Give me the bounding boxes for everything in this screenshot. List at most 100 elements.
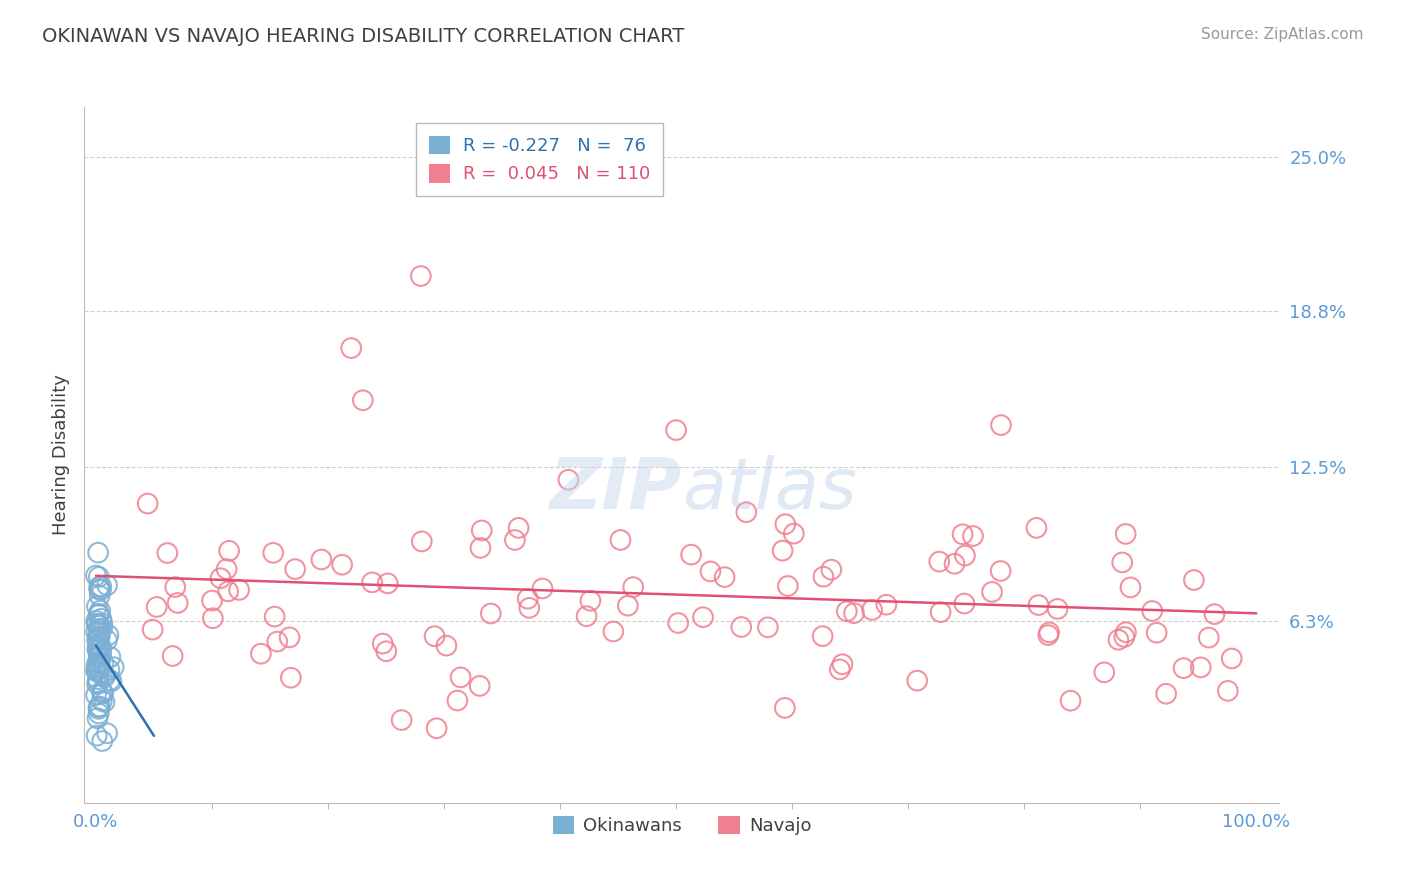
- Point: [579, 593, 602, 607]
- Point: [96, 633, 118, 648]
- Point: [87, 662, 110, 676]
- Point: [860, 603, 883, 617]
- Point: [86, 664, 108, 678]
- Point: [86, 660, 108, 674]
- Point: [84, 688, 107, 702]
- Point: [699, 565, 721, 579]
- Point: [165, 580, 187, 594]
- Point: [962, 529, 984, 543]
- Point: [330, 558, 353, 572]
- Point: [340, 341, 363, 355]
- Point: [86, 729, 108, 743]
- Point: [1220, 651, 1243, 665]
- Point: [981, 585, 1004, 599]
- Point: [617, 599, 640, 613]
- Point: [90, 582, 112, 597]
- Point: [1025, 521, 1047, 535]
- Point: [97, 628, 120, 642]
- Point: [98, 663, 121, 677]
- Point: [772, 543, 794, 558]
- Point: [516, 591, 538, 606]
- Point: [90, 612, 112, 626]
- Point: [471, 524, 494, 538]
- Point: [517, 600, 540, 615]
- Point: [89, 656, 111, 670]
- Point: [831, 657, 853, 672]
- Point: [201, 611, 224, 625]
- Point: [409, 268, 432, 283]
- Point: [87, 702, 110, 716]
- Point: [875, 598, 897, 612]
- Point: [557, 473, 579, 487]
- Point: [928, 555, 950, 569]
- Point: [905, 673, 928, 688]
- Y-axis label: Hearing Disability: Hearing Disability: [52, 375, 70, 535]
- Point: [730, 620, 752, 634]
- Point: [377, 576, 399, 591]
- Point: [1119, 580, 1142, 594]
- Point: [692, 610, 714, 624]
- Point: [470, 541, 492, 555]
- Point: [391, 713, 413, 727]
- Point: [89, 622, 111, 636]
- Point: [311, 552, 333, 566]
- Point: [90, 646, 112, 660]
- Point: [86, 616, 108, 631]
- Point: [89, 580, 111, 594]
- Point: [575, 609, 598, 624]
- Point: [86, 641, 108, 656]
- Point: [87, 700, 110, 714]
- Point: [609, 533, 631, 547]
- Point: [162, 648, 184, 663]
- Point: [436, 639, 458, 653]
- Point: [87, 637, 110, 651]
- Point: [1059, 694, 1081, 708]
- Point: [87, 607, 110, 622]
- Point: [96, 578, 118, 592]
- Point: [783, 526, 806, 541]
- Text: atlas: atlas: [682, 455, 856, 524]
- Point: [1140, 604, 1163, 618]
- Point: [776, 579, 799, 593]
- Point: [142, 623, 165, 637]
- Legend: Okinawans, Navajo: Okinawans, Navajo: [546, 809, 818, 842]
- Point: [756, 620, 779, 634]
- Point: [263, 609, 285, 624]
- Point: [828, 662, 851, 676]
- Point: [681, 548, 703, 562]
- Point: [84, 614, 107, 628]
- Point: [87, 649, 110, 664]
- Point: [665, 423, 688, 437]
- Point: [91, 616, 114, 631]
- Point: [87, 630, 110, 644]
- Point: [87, 632, 110, 646]
- Point: [90, 667, 112, 681]
- Point: [508, 521, 530, 535]
- Point: [100, 674, 122, 689]
- Point: [93, 657, 115, 671]
- Point: [84, 659, 107, 673]
- Point: [86, 599, 108, 614]
- Point: [86, 631, 108, 645]
- Point: [86, 656, 108, 670]
- Point: [86, 711, 108, 725]
- Text: ZIP: ZIP: [550, 455, 682, 524]
- Point: [426, 721, 449, 735]
- Point: [713, 570, 735, 584]
- Point: [86, 617, 108, 632]
- Point: [621, 580, 644, 594]
- Point: [842, 606, 865, 620]
- Point: [89, 629, 111, 643]
- Point: [775, 517, 797, 532]
- Point: [86, 634, 108, 648]
- Point: [284, 562, 307, 576]
- Point: [91, 686, 114, 700]
- Point: [145, 599, 167, 614]
- Point: [89, 618, 111, 632]
- Point: [86, 664, 108, 678]
- Point: [93, 668, 115, 682]
- Point: [84, 568, 107, 582]
- Point: [201, 593, 224, 607]
- Point: [89, 582, 111, 597]
- Point: [86, 630, 108, 644]
